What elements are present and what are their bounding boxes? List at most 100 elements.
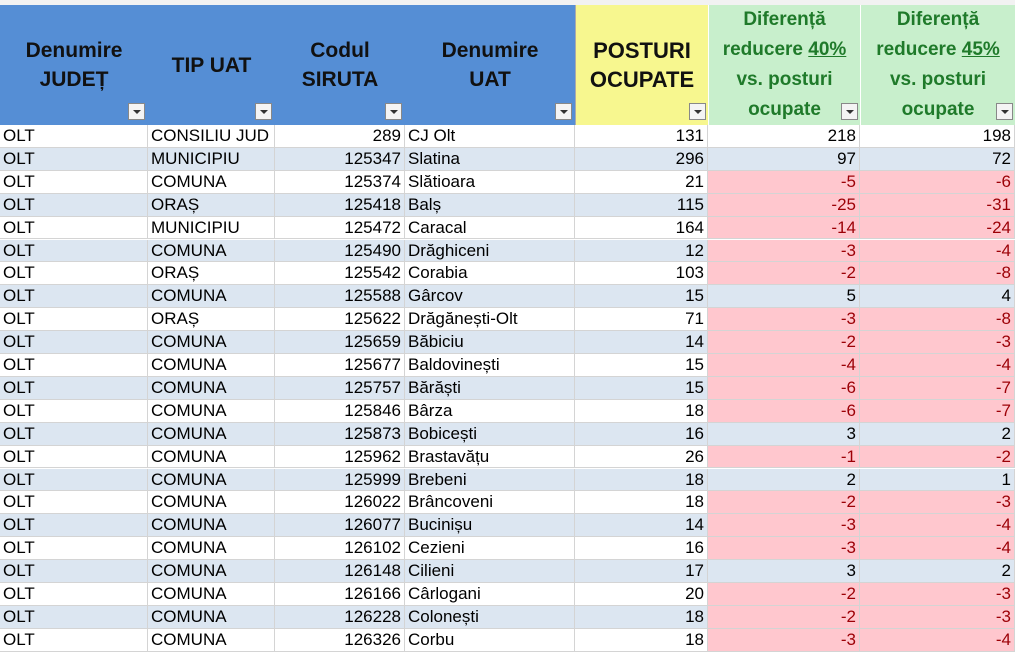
cell-text: OLT [3,217,35,237]
cell-text: Cilieni [408,561,455,581]
cell-text: OLT [3,561,35,581]
cell: Corbu [405,628,575,652]
filter-button[interactable] [128,103,145,120]
cell: OLT [0,285,148,309]
cell: -2 [708,583,860,606]
cell-text: 15 [685,286,704,306]
cell-text: 20 [685,584,704,603]
filter-button[interactable] [689,103,706,120]
cell-text: CJ Olt [408,126,456,145]
cell: 126077 [275,514,405,538]
filter-button[interactable] [255,103,272,120]
cell: OLT [0,376,148,400]
cell: -4 [860,537,1015,561]
cell: -4 [860,354,1015,377]
cell-text: -4 [995,240,1011,260]
header-text: JUDEȚ [39,68,109,91]
cell-text: COMUNA [151,400,227,420]
cell: 125490 [275,239,405,263]
cell: Brâncoveni [405,491,575,515]
cell-text: -8 [995,263,1011,283]
header-cell: POSTURI OCUPATE [575,5,708,125]
cell: 15 [575,376,708,400]
header-text: ocupate [748,99,821,120]
header-line: JUDEȚ [40,65,109,94]
cell: -2 [708,262,860,286]
cell: 289 [275,125,405,148]
cell: 20 [575,583,708,606]
cell: COMUNA [148,239,275,263]
cell-text: OLT [3,538,35,558]
cell-text: -3 [995,584,1011,603]
cell-text: CONSILIU JUD [151,126,270,145]
cell-text: Cârlogani [408,584,481,603]
cell: -3 [860,605,1015,629]
cell: OLT [0,308,148,332]
cell-text: 72 [992,148,1011,168]
cell: OLT [0,239,148,263]
cell: 16 [575,537,708,561]
cell-text: 296 [675,148,704,168]
cell-text: 16 [685,423,704,443]
cell-text: ORAȘ [151,309,200,329]
cell: 1 [860,468,1015,492]
cell: CJ Olt [405,125,575,148]
cell: Drăgănești-Olt [405,308,575,332]
cell-text: 12 [685,240,704,260]
header-line: vs. posturi [890,65,986,95]
cell-text: 126166 [344,584,401,603]
cell: 218 [708,125,860,148]
cell-text: 115 [676,194,704,214]
cell: OLT [0,399,148,423]
cell: COMUNA [148,331,275,354]
cell: 296 [575,147,708,171]
cell: 131 [575,125,708,148]
cell: -24 [860,216,1015,240]
cell-text: -1 [840,446,856,466]
cell: -14 [708,216,860,240]
cell-text: -3 [840,240,856,260]
cell-text: -2 [840,263,856,283]
cell-text: COMUNA [151,561,227,581]
filter-button[interactable] [385,103,402,120]
cell-text: OLT [3,423,35,443]
cell-text: -8 [995,309,1011,329]
cell: OLT [0,628,148,652]
header-text: POSTURI [593,38,691,63]
header-cell: Denumire UAT [405,5,575,125]
cell-text: 125418 [344,194,401,214]
cell-text: 125962 [344,446,401,466]
cell-text: 18 [685,469,704,489]
cell: 198 [860,125,1015,148]
cell-text: 125873 [344,423,401,443]
cell-text: COMUNA [151,171,227,191]
header-text: OCUPATE [589,67,695,92]
filter-button[interactable] [555,103,572,120]
filter-button[interactable] [996,103,1013,120]
cell: COMUNA [148,605,275,629]
cell: COMUNA [148,399,275,423]
cell-text: 17 [685,561,704,581]
cell-text: -7 [995,377,1011,397]
cell: 15 [575,285,708,309]
header-line: reducere 40% [723,35,847,65]
cell-text: -3 [995,606,1011,626]
cell-text: 125472 [344,217,401,237]
header-cell: TIP UAT [148,5,275,125]
cell-text: Balș [408,194,442,214]
cell: 15 [575,354,708,377]
cell-text: 125999 [344,469,401,489]
cell: OLT [0,170,148,194]
cell: 18 [575,628,708,652]
cell: 125757 [275,376,405,400]
cell: -3 [708,308,860,332]
header-cell: Diferență reducere 40% vs. posturi ocupate [708,5,860,125]
cell: ORAȘ [148,262,275,286]
cell-text: 103 [675,263,704,283]
cell: CONSILIU JUD [148,125,275,148]
filter-button[interactable] [841,103,858,120]
cell: 14 [575,331,708,354]
cell: 18 [575,605,708,629]
cell-text: Baldovinești [408,355,500,374]
cell: Bârza [405,399,575,423]
